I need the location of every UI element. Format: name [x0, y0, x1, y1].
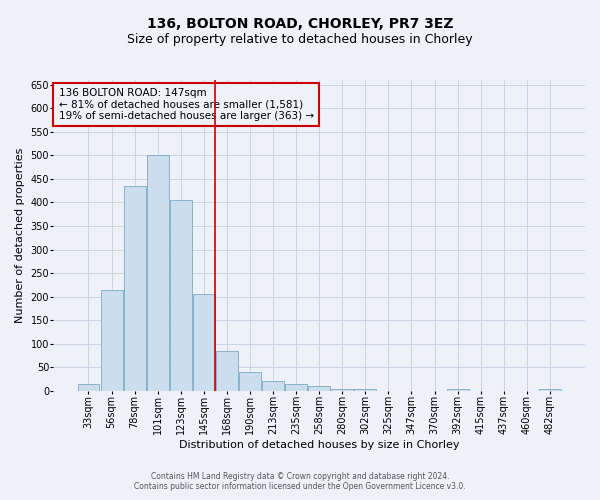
Bar — [193, 294, 215, 391]
Y-axis label: Number of detached properties: Number of detached properties — [15, 148, 25, 323]
Bar — [446, 388, 469, 391]
Bar — [308, 386, 330, 391]
Text: Size of property relative to detached houses in Chorley: Size of property relative to detached ho… — [127, 32, 473, 46]
Bar — [124, 186, 146, 391]
Bar — [216, 351, 238, 391]
Bar — [170, 200, 192, 391]
Bar — [355, 388, 376, 391]
Bar — [101, 290, 122, 391]
Bar — [285, 384, 307, 391]
Bar — [77, 384, 100, 391]
Text: 136 BOLTON ROAD: 147sqm
← 81% of detached houses are smaller (1,581)
19% of semi: 136 BOLTON ROAD: 147sqm ← 81% of detache… — [59, 88, 314, 121]
Text: 136, BOLTON ROAD, CHORLEY, PR7 3EZ: 136, BOLTON ROAD, CHORLEY, PR7 3EZ — [147, 18, 453, 32]
X-axis label: Distribution of detached houses by size in Chorley: Distribution of detached houses by size … — [179, 440, 460, 450]
Text: Contains HM Land Registry data © Crown copyright and database right 2024.: Contains HM Land Registry data © Crown c… — [151, 472, 449, 481]
Bar — [262, 382, 284, 391]
Bar — [239, 372, 261, 391]
Bar — [539, 388, 561, 391]
Bar — [147, 156, 169, 391]
Bar — [331, 388, 353, 391]
Text: Contains public sector information licensed under the Open Government Licence v3: Contains public sector information licen… — [134, 482, 466, 491]
